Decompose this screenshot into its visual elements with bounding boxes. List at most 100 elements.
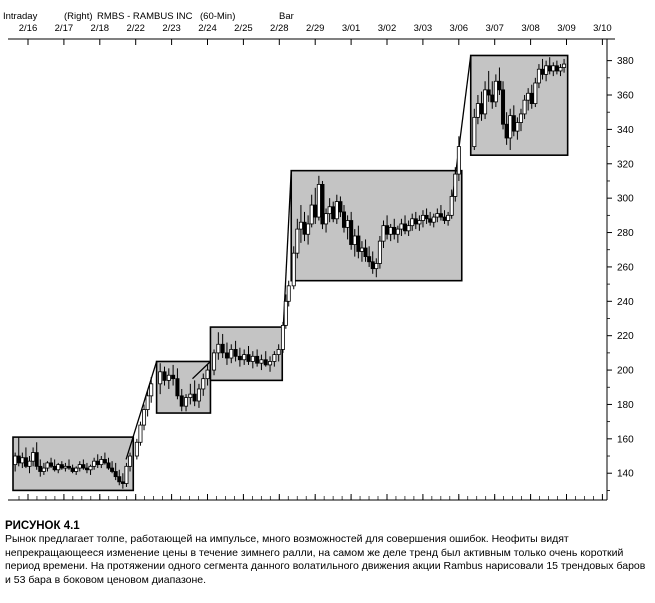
y-tick-label: 340	[617, 125, 634, 136]
bar-body	[515, 122, 520, 132]
bar-body	[283, 300, 288, 326]
bar-body	[388, 226, 393, 235]
bar-body	[341, 211, 346, 228]
y-tick-label: 360	[617, 91, 634, 102]
bar-body	[399, 223, 404, 230]
price-bars	[13, 57, 567, 489]
bar-body	[233, 349, 238, 357]
bar-body	[526, 92, 531, 101]
bar-body	[349, 220, 354, 245]
range-boxes	[12, 54, 569, 492]
bar-body	[113, 471, 118, 478]
bar-body	[562, 63, 567, 68]
trend-line	[192, 361, 211, 380]
bar-body	[99, 459, 104, 466]
bar-body	[338, 201, 343, 213]
bar-body	[59, 464, 64, 469]
bar-body	[81, 464, 86, 469]
bar-body	[229, 349, 234, 359]
bar-body	[533, 82, 538, 105]
bar-body	[280, 324, 285, 350]
bar-body	[309, 204, 314, 225]
header-right: (Right)	[64, 11, 93, 22]
y-tick-label: 160	[617, 434, 634, 445]
figure-caption: РИСУНОК 4.1 Рынок предлагает толпе, рабо…	[5, 519, 650, 587]
bar-body	[295, 228, 300, 254]
bar-body	[220, 343, 225, 354]
bar-body	[41, 467, 46, 472]
bar-body	[52, 465, 57, 471]
date-label: 3/08	[521, 23, 540, 34]
bar-body	[385, 225, 390, 235]
header-intraday: Intraday	[3, 11, 38, 22]
bar-body	[374, 263, 379, 270]
bar-body	[540, 68, 545, 75]
bar-body	[316, 184, 321, 218]
trend-line	[281, 170, 292, 348]
bar-body	[424, 214, 429, 220]
bar-body	[554, 65, 559, 72]
bar-body	[449, 196, 454, 216]
bar-body	[472, 116, 477, 147]
bar-body	[302, 221, 307, 235]
bar-body	[381, 225, 386, 242]
bar-body	[106, 462, 111, 469]
bar-body	[558, 67, 563, 72]
bar-body	[483, 89, 488, 115]
bar-body	[395, 228, 400, 235]
bar-body	[77, 464, 82, 469]
bar-body	[27, 460, 32, 467]
bar-body	[327, 206, 332, 215]
bar-body	[110, 467, 115, 472]
bar-body	[145, 395, 150, 411]
bar-body	[272, 354, 277, 362]
bar-body	[201, 378, 206, 390]
y-tick-label: 280	[617, 228, 634, 239]
bar-body	[276, 349, 281, 355]
bar-body	[313, 204, 318, 218]
bar-body	[529, 92, 534, 105]
bar-body	[479, 103, 484, 115]
bar-body	[417, 220, 422, 225]
date-label: 2/23	[162, 23, 181, 34]
bar-body	[259, 359, 264, 364]
caption-text: Рынок предлагает толпе, работающей на им…	[5, 533, 646, 586]
bar-body	[431, 216, 436, 223]
bar-body	[442, 216, 447, 221]
y-tick-label: 320	[617, 159, 634, 170]
bar-body	[356, 235, 361, 252]
bar-body	[63, 465, 68, 469]
bar-body	[536, 68, 541, 84]
bar-body	[13, 455, 18, 466]
header-bar: Bar	[279, 11, 294, 22]
bar-body	[490, 94, 495, 103]
bar-body	[406, 225, 411, 232]
date-label: 3/03	[414, 23, 433, 34]
bar-body	[120, 481, 125, 484]
bar-body	[31, 452, 36, 462]
x-axis-ticks	[18, 39, 603, 500]
y-tick-label: 200	[617, 366, 634, 377]
bar-body	[420, 214, 425, 221]
bar-body	[263, 359, 268, 366]
date-label: 2/17	[55, 23, 74, 34]
bar-body	[497, 80, 502, 91]
bar-body	[320, 184, 325, 225]
date-label: 2/24	[198, 23, 217, 34]
bar-body	[298, 221, 303, 230]
bar-body	[268, 361, 273, 366]
bar-body	[242, 354, 247, 361]
date-label: 2/16	[19, 23, 38, 34]
bar-body	[367, 256, 372, 263]
date-label: 2/28	[270, 23, 289, 34]
bar-body	[23, 457, 28, 467]
bar-body	[306, 223, 311, 235]
date-label: 3/01	[342, 23, 361, 34]
bar-body	[117, 476, 122, 483]
bar-body	[511, 115, 516, 132]
bar-body	[551, 65, 556, 72]
bar-body	[102, 459, 107, 464]
bar-body	[92, 460, 97, 467]
y-tick-label: 300	[617, 194, 634, 205]
date-label: 3/10	[593, 23, 612, 34]
